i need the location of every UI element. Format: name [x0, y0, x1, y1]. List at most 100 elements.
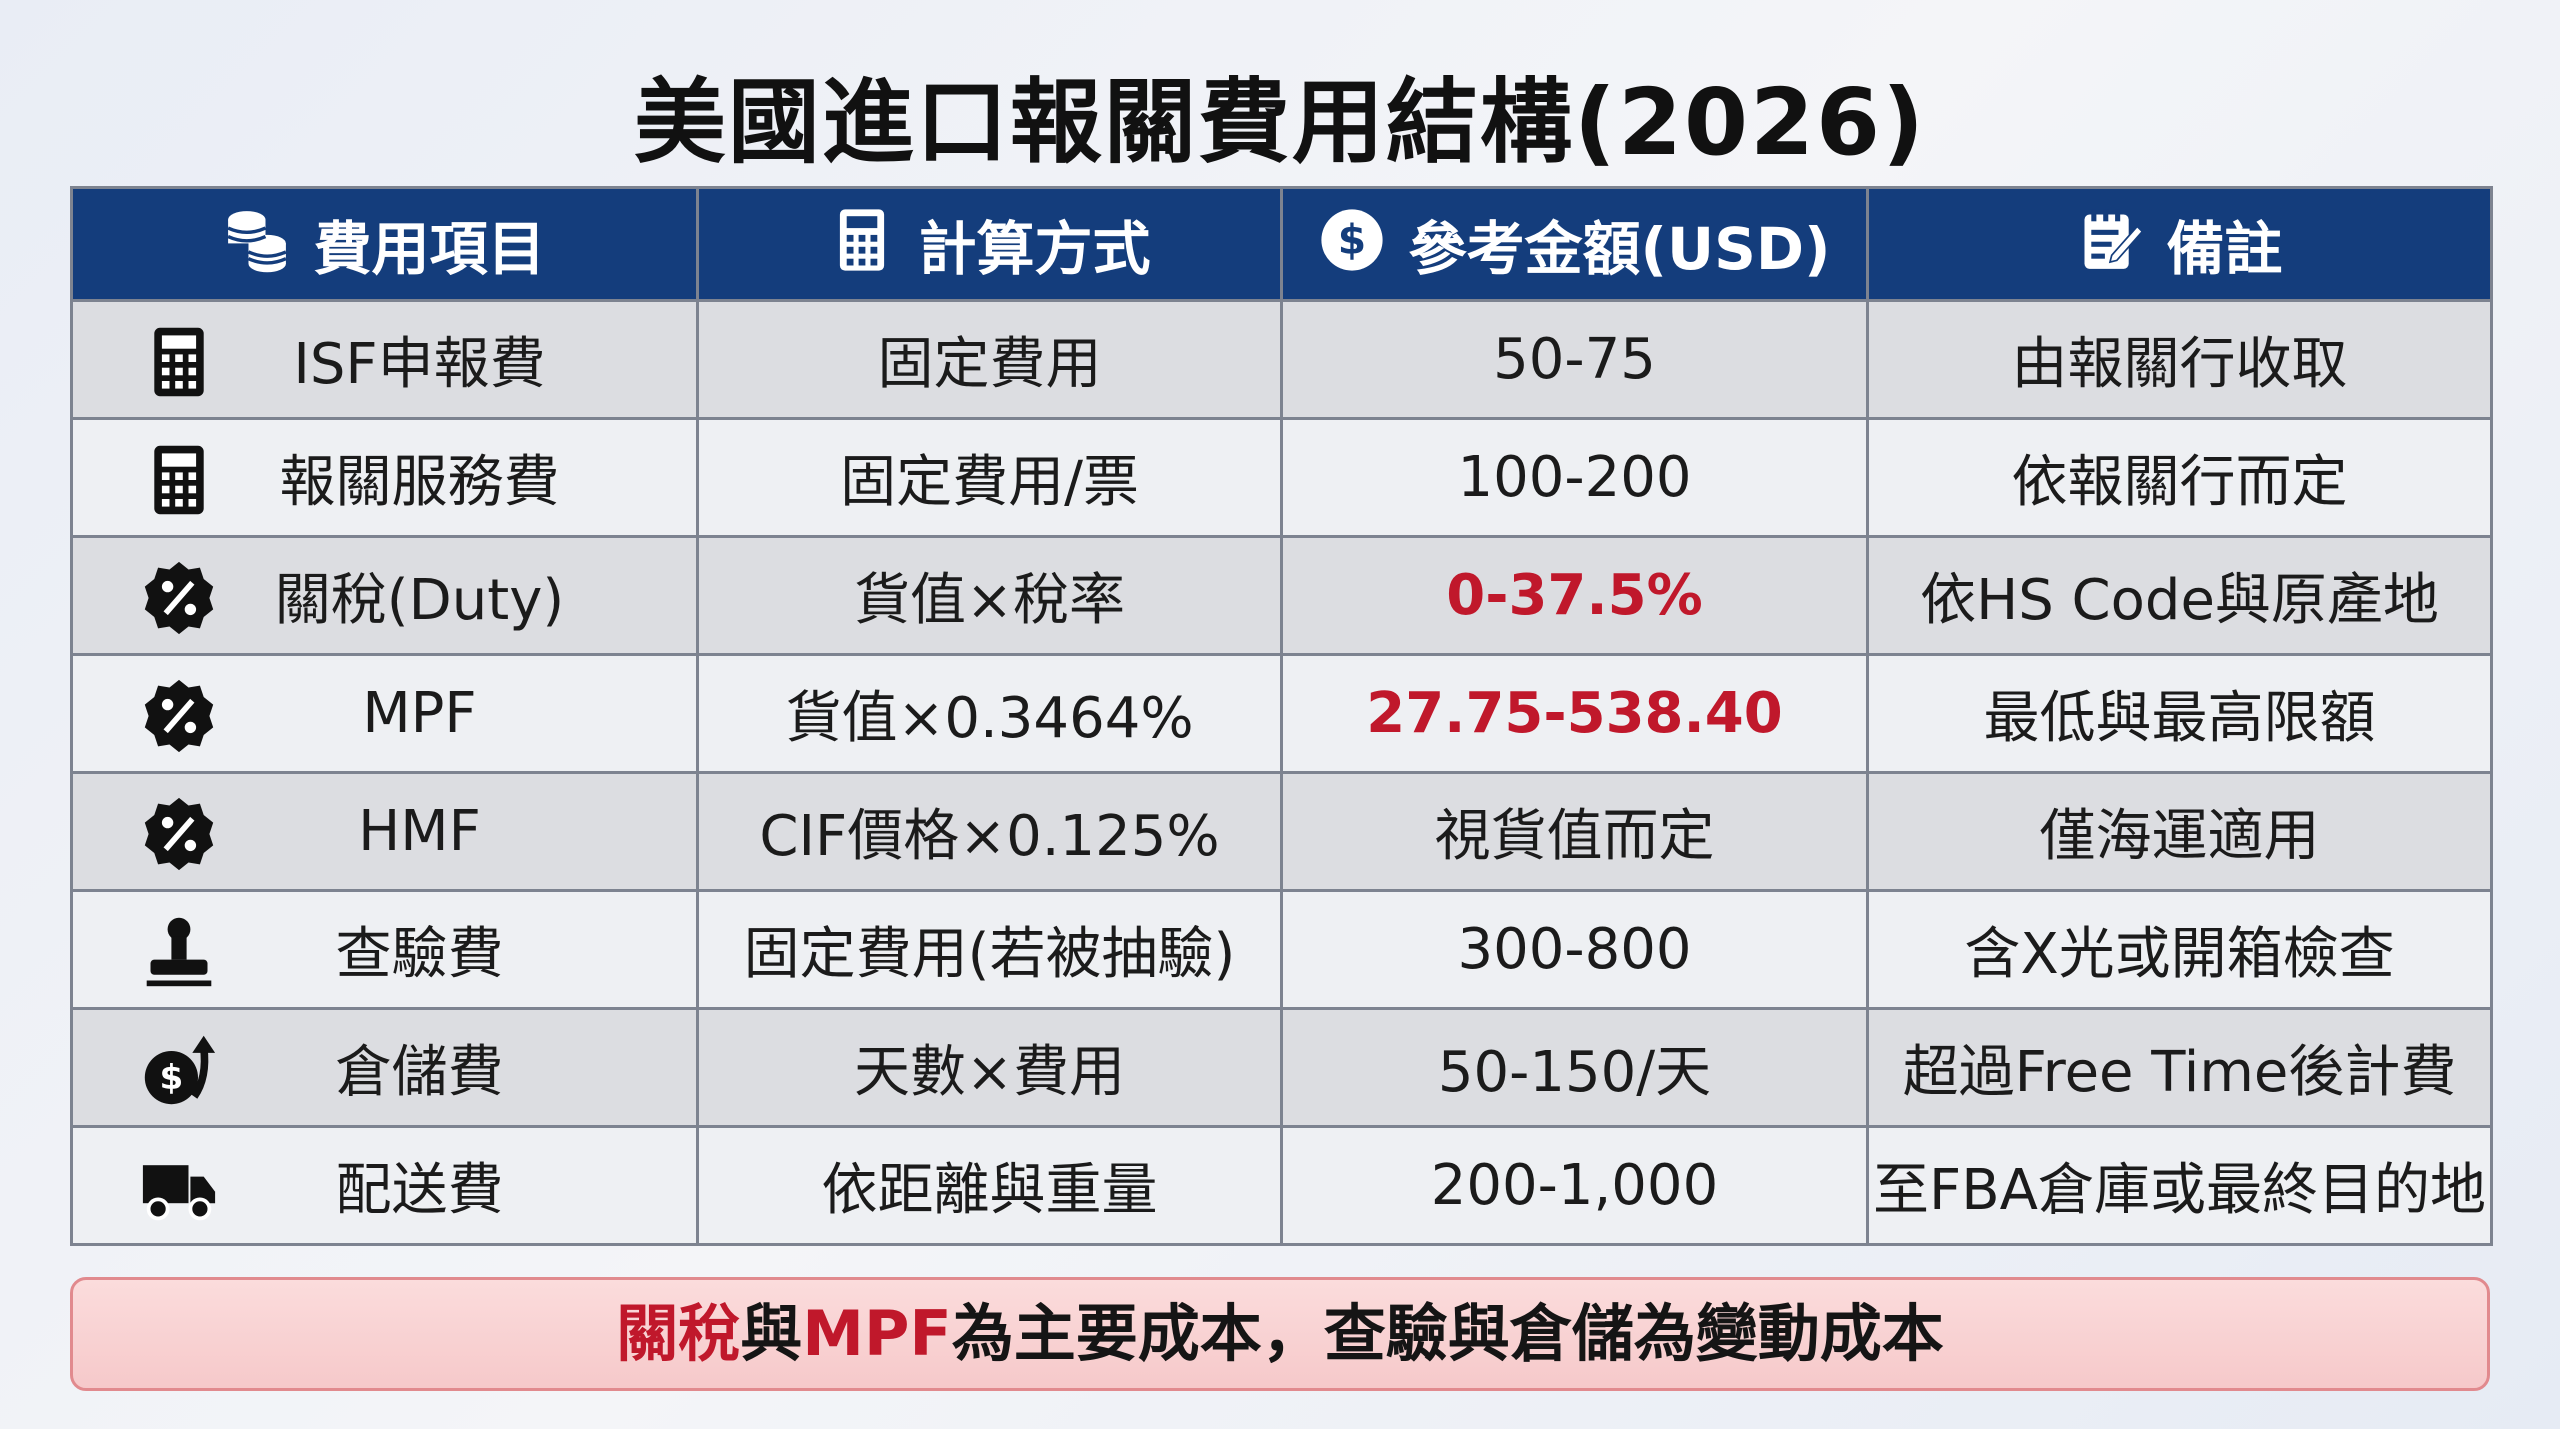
icon [2076, 206, 2144, 274]
table-cell: MPF [70, 653, 699, 774]
header-text: 備註 [2166, 215, 2283, 283]
table-row: 配送費 依距離與重量 200-1,000 至FBA倉庫或最終目的地 [70, 1125, 2493, 1246]
cell-text: 27.75-538.40 [1366, 681, 1783, 746]
table-cell: 固定費用 [696, 299, 1283, 420]
cell-text: 配送費 [335, 1158, 504, 1223]
table-cell: 貨值×稅率 [696, 535, 1283, 656]
cell-text: 查驗費 [335, 922, 504, 987]
cell-text: 報關服務費 [279, 450, 560, 515]
cell-text: 最低與最高限額 [1983, 686, 2376, 751]
table-cell: 0-37.5% [1280, 535, 1869, 656]
cell-text: 50-75 [1493, 327, 1656, 392]
footer-note: 關稅與MPF為主要成本，查驗與倉儲為變動成本 [70, 1277, 2490, 1391]
table-cell: 由報關行收取 [1866, 299, 2493, 420]
cell-text: CIF價格×0.125% [759, 804, 1220, 869]
row-icon [141, 324, 217, 400]
table-cell: 視貨值而定 [1280, 771, 1869, 892]
table-cell: 配送費 [70, 1125, 699, 1246]
cell-text: 由報關行收取 [2011, 332, 2348, 397]
row-icon [141, 1032, 217, 1108]
header-text: 計算方式 [918, 215, 1151, 283]
icon [223, 206, 291, 274]
table-cell: 僅海運適用 [1866, 771, 2493, 892]
cell-text: 視貨值而定 [1434, 804, 1715, 869]
table-cell: 50-150/天 [1280, 1007, 1869, 1128]
cell-text: ISF申報費 [293, 332, 546, 397]
footer-text: 為主要成本，查驗與倉儲為變動成本 [951, 1297, 1944, 1370]
table-cell: 依HS Code與原產地 [1866, 535, 2493, 656]
table-cell: 200-1,000 [1280, 1125, 1869, 1246]
cell-text: 貨值×0.3464% [785, 686, 1194, 751]
cell-text: 固定費用(若被抽驗) [743, 922, 1236, 987]
header-text: 參考金額(USD) [1408, 215, 1831, 283]
table-cell: 50-75 [1280, 299, 1869, 420]
cell-text: 100-200 [1457, 445, 1692, 510]
table-cell: 至FBA倉庫或最終目的地 [1866, 1125, 2493, 1246]
fee-table: 費用項目 計算方式 參考金額(USD) 備註 ISF申報費 固定費用 50-75 由報… [70, 186, 2493, 1246]
table-row: ISF申報費 固定費用 50-75 由報關行收取 [70, 299, 2493, 420]
cell-text: 50-150/天 [1437, 1040, 1712, 1105]
cell-text: 依HS Code與原產地 [1920, 568, 2439, 633]
cell-text: 固定費用 [877, 332, 1102, 397]
row-icon [141, 1150, 217, 1226]
table-row: MPF 貨值×0.3464% 27.75-538.40 最低與最高限額 [70, 653, 2493, 774]
table-cell: 超過Free Time後計費 [1866, 1007, 2493, 1128]
row-icon [141, 914, 217, 990]
table-body: ISF申報費 固定費用 50-75 由報關行收取報關服務費 固定費用/票 100-200 依… [70, 299, 2493, 1246]
table-cell: 100-200 [1280, 417, 1869, 538]
cell-text: 倉儲費 [335, 1040, 504, 1105]
title: 美國進口報關費用結構(2026) [633, 69, 1927, 176]
icon [828, 206, 896, 274]
table-cell: 報關服務費 [70, 417, 699, 538]
table-cell: 依距離與重量 [696, 1125, 1283, 1246]
table-cell: CIF價格×0.125% [696, 771, 1283, 892]
table-cell: ISF申報費 [70, 299, 699, 420]
header-row: 費用項目 計算方式 參考金額(USD) 備註 [70, 186, 2493, 302]
table-cell: 貨值×0.3464% [696, 653, 1283, 774]
cell-text: 固定費用/票 [840, 450, 1139, 515]
table-cell: 倉儲費 [70, 1007, 699, 1128]
cell-text: HMF [358, 799, 481, 864]
table-cell: 300-800 [1280, 889, 1869, 1010]
table-row: 倉儲費 天數×費用 50-150/天 超過Free Time後計費 [70, 1007, 2493, 1128]
cell-text: 天數×費用 [854, 1040, 1125, 1105]
header-cell: 費用項目 [70, 186, 699, 302]
icon [1318, 206, 1386, 274]
header-cell: 參考金額(USD) [1280, 186, 1869, 302]
table-row: 查驗費 固定費用(若被抽驗) 300-800 含X光或開箱檢查 [70, 889, 2493, 1010]
footer-text: 與 [740, 1297, 803, 1370]
cell-text: 貨值×稅率 [854, 568, 1125, 633]
row-icon [141, 678, 217, 754]
table-cell: 查驗費 [70, 889, 699, 1010]
table-cell: 依報關行而定 [1866, 417, 2493, 538]
cell-text: 依距離與重量 [821, 1158, 1158, 1223]
cell-text: 至FBA倉庫或最終目的地 [1873, 1158, 2486, 1223]
table-cell: HMF [70, 771, 699, 892]
cell-text: 超過Free Time後計費 [1902, 1040, 2457, 1105]
table-cell: 天數×費用 [696, 1007, 1283, 1128]
table-cell: 最低與最高限額 [1866, 653, 2493, 774]
table-cell: 關稅(Duty) [70, 535, 699, 656]
cell-text: 含X光或開箱檢查 [1964, 922, 2395, 987]
cell-text: 200-1,000 [1430, 1153, 1719, 1218]
header-text: 費用項目 [313, 215, 546, 283]
table-cell: 含X光或開箱檢查 [1866, 889, 2493, 1010]
cell-text: MPF [362, 681, 477, 746]
table-cell: 27.75-538.40 [1280, 653, 1869, 774]
footer-highlight: 關稅 [616, 1297, 741, 1370]
row-icon [141, 796, 217, 872]
cell-text: 0-37.5% [1446, 563, 1703, 628]
table-row: 報關服務費 固定費用/票 100-200 依報關行而定 [70, 417, 2493, 538]
table-row: HMF CIF價格×0.125% 視貨值而定 僅海運適用 [70, 771, 2493, 892]
cell-text: 僅海運適用 [2039, 804, 2320, 869]
cell-text: 關稅(Duty) [274, 568, 565, 633]
header-cell: 備註 [1866, 186, 2493, 302]
row-icon [141, 560, 217, 636]
cell-text: 300-800 [1457, 917, 1692, 982]
table-cell: 固定費用(若被抽驗) [696, 889, 1283, 1010]
cell-text: 依報關行而定 [2011, 450, 2348, 515]
table-cell: 固定費用/票 [696, 417, 1283, 538]
row-icon [141, 442, 217, 518]
header-cell: 計算方式 [696, 186, 1283, 302]
